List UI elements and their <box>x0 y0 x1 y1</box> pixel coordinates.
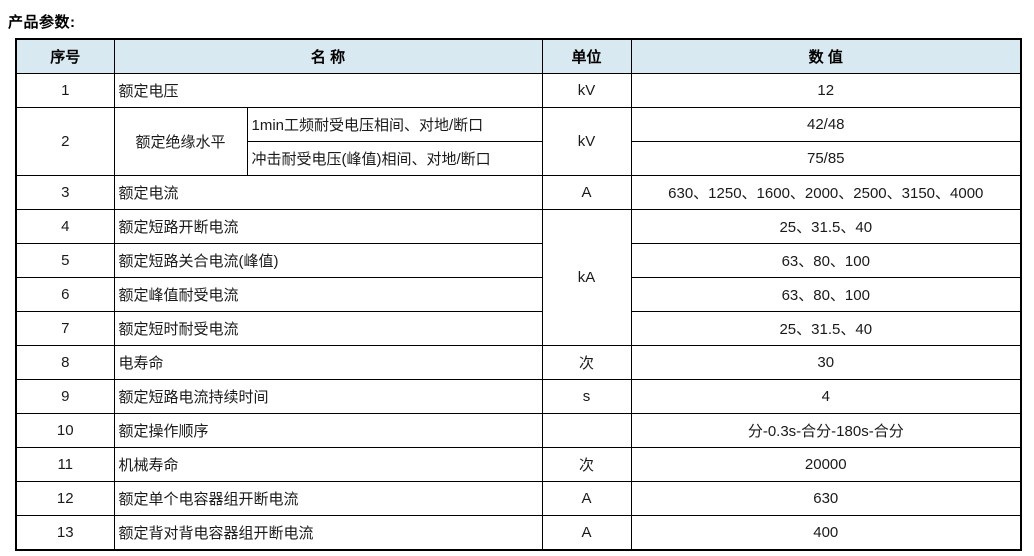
table-row: 13 额定背对背电容器组开断电流 A 400 <box>15 515 1022 551</box>
row-no-cell: 11 <box>15 447 115 482</box>
row-subname-cell: 1min工频耐受电压相间、对地/断口 <box>246 107 543 142</box>
table-row: 3 额定电流 A 630、1250、1600、2000、2500、3150、40… <box>15 175 1022 210</box>
row-unit-cell: kA <box>541 209 632 346</box>
table-row: 6 额定峰值耐受电流 63、80、100 <box>15 277 1022 312</box>
table-row: 8 电寿命 次 30 <box>15 345 1022 380</box>
row-name-cell: 额定短路关合电流(峰值) <box>113 243 543 278</box>
row-name-cell: 电寿命 <box>113 345 543 380</box>
product-parameters-table: 序号 名 称 单位 数 值 1 额定电压 kV 12 2 额定绝缘水平 1min… <box>15 38 1023 551</box>
row-unit-cell: A <box>541 515 632 551</box>
row-unit-cell: s <box>541 379 632 414</box>
row-value-cell: 42/48 <box>630 107 1022 142</box>
row-name-cell: 机械寿命 <box>113 447 543 482</box>
row-value-cell: 25、31.5、40 <box>630 209 1022 244</box>
row-no-cell: 9 <box>15 379 115 414</box>
page-title: 产品参数: <box>8 14 76 31</box>
row-name-cell: 额定峰值耐受电流 <box>113 277 543 312</box>
row-unit-cell <box>541 413 632 448</box>
table-row: 5 额定短路关合电流(峰值) 63、80、100 <box>15 243 1022 278</box>
row-unit-cell: 次 <box>541 447 632 482</box>
row-value-cell: 20000 <box>630 447 1022 482</box>
row-no-cell: 7 <box>15 311 115 346</box>
row-no-cell: 3 <box>15 175 115 210</box>
table-row: 12 额定单个电容器组开断电流 A 630 <box>15 481 1022 516</box>
row-no-cell: 13 <box>15 515 115 551</box>
table-header-row: 序号 名 称 单位 数 值 <box>15 38 1022 74</box>
row-value-cell: 4 <box>630 379 1022 414</box>
row-value-cell: 分-0.3s-合分-180s-合分 <box>630 413 1022 448</box>
row-no-cell: 10 <box>15 413 115 448</box>
table-row: 7 额定短时耐受电流 25、31.5、40 <box>15 311 1022 346</box>
row-group-name-cell: 额定绝缘水平 <box>113 107 248 176</box>
row-value-cell: 630、1250、1600、2000、2500、3150、4000 <box>630 175 1022 210</box>
row-name-cell: 额定短路开断电流 <box>113 209 543 244</box>
row-unit-cell: A <box>541 175 632 210</box>
table-row: 1 额定电压 kV 12 <box>15 73 1022 108</box>
table-row: 10 额定操作顺序 分-0.3s-合分-180s-合分 <box>15 413 1022 448</box>
row-value-cell: 630 <box>630 481 1022 516</box>
row-value-cell: 400 <box>630 515 1022 551</box>
row-value-cell: 75/85 <box>630 141 1022 176</box>
row-no-cell: 5 <box>15 243 115 278</box>
header-value: 数 值 <box>630 38 1022 74</box>
row-value-cell: 30 <box>630 345 1022 380</box>
table-row: 4 额定短路开断电流 kA 25、31.5、40 <box>15 209 1022 346</box>
row-value-cell: 63、80、100 <box>630 277 1022 312</box>
row-no-cell: 2 <box>15 107 115 176</box>
row-value-cell: 12 <box>630 73 1022 108</box>
row-no-cell: 4 <box>15 209 115 244</box>
row-value-cell: 25、31.5、40 <box>630 311 1022 346</box>
row-unit-cell: 次 <box>541 345 632 380</box>
header-name: 名 称 <box>113 38 543 74</box>
table-row: 11 机械寿命 次 20000 <box>15 447 1022 482</box>
row-name-cell: 额定电流 <box>113 175 543 210</box>
row-name-cell: 额定单个电容器组开断电流 <box>113 481 543 516</box>
table-row: 冲击耐受电压(峰值)相间、对地/断口 75/85 <box>16 141 1022 176</box>
row-name-cell: 额定背对背电容器组开断电流 <box>113 515 543 551</box>
row-unit-cell: kV <box>541 73 632 108</box>
table-row: 2 额定绝缘水平 1min工频耐受电压相间、对地/断口 kV 42/48 <box>15 107 1022 176</box>
header-no: 序号 <box>15 38 115 74</box>
row-no-cell: 12 <box>15 481 115 516</box>
row-unit-cell: kV <box>541 107 632 176</box>
table-row: 9 额定短路电流持续时间 s 4 <box>15 379 1022 414</box>
row-name-cell: 额定短时耐受电流 <box>113 311 543 346</box>
row-no-cell: 8 <box>15 345 115 380</box>
row-unit-cell: A <box>541 481 632 516</box>
row-name-cell: 额定短路电流持续时间 <box>113 379 543 414</box>
row-no-cell: 6 <box>15 277 115 312</box>
row-name-cell: 额定电压 <box>113 73 543 108</box>
header-unit: 单位 <box>541 38 632 74</box>
row-no-cell: 1 <box>15 73 115 108</box>
row-subname-cell: 冲击耐受电压(峰值)相间、对地/断口 <box>246 141 543 176</box>
row-name-cell: 额定操作顺序 <box>113 413 543 448</box>
row-value-cell: 63、80、100 <box>630 243 1022 278</box>
